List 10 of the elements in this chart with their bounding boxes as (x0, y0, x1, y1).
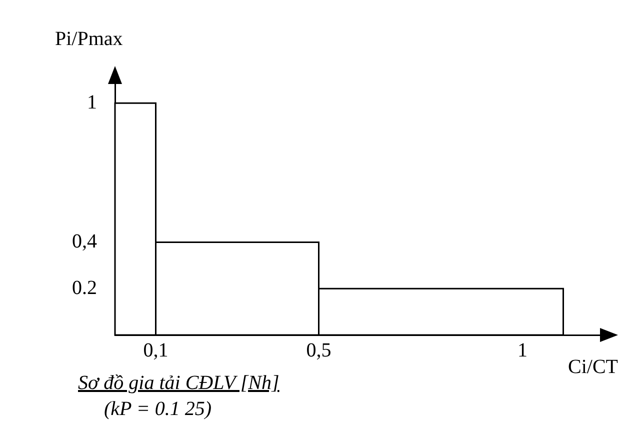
text: (kP = 0.1 25) (104, 398, 212, 421)
x-tick-label: 1 (518, 339, 528, 362)
text: Sơ đồ gia tải CĐLV [Nh] (78, 372, 280, 395)
y-tick-label: 0,4 (72, 230, 97, 253)
x-tick-label: 0,5 (306, 339, 332, 362)
y-axis-title: Pi/Pmax (55, 28, 123, 51)
x-tick-label: 0,1 (143, 339, 168, 362)
y-tick-label: 0.2 (72, 276, 97, 299)
x-axis-title: Ci/CT (568, 356, 618, 379)
y-tick-label: 1 (87, 91, 97, 114)
